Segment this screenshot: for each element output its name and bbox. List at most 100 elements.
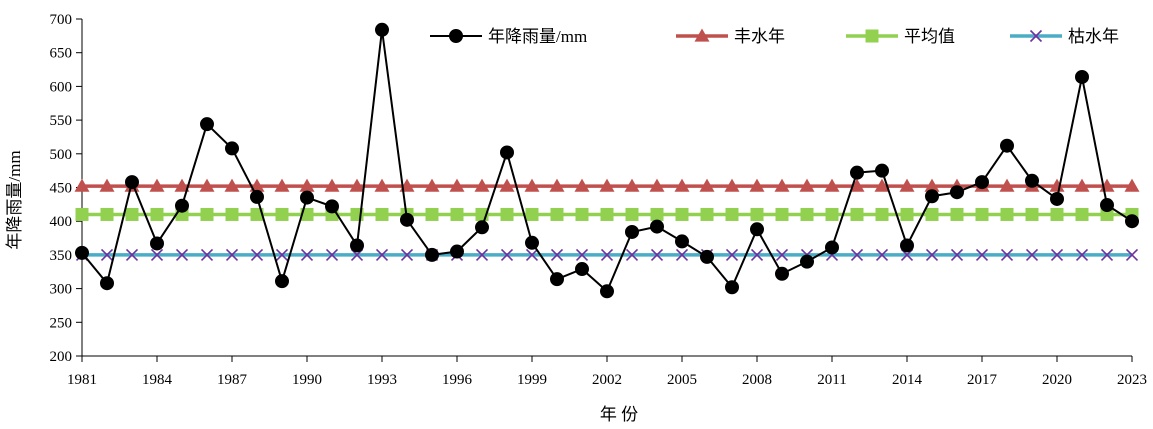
data-point-square — [225, 207, 239, 221]
data-point-x — [1075, 248, 1089, 261]
y-tick-label: 500 — [50, 147, 73, 163]
data-point-x-stroke — [325, 248, 339, 261]
data-point-circle — [375, 22, 389, 37]
legend-marker-x-stroke — [1029, 29, 1043, 43]
data-point-x — [875, 248, 889, 261]
data-point-x-stroke — [625, 248, 639, 261]
data-point-square — [875, 207, 889, 221]
series-square — [75, 207, 1139, 221]
y-tick-label: 700 — [50, 12, 73, 28]
x-tick-label: 2020 — [1042, 372, 1072, 388]
data-point-triangle — [199, 178, 215, 192]
data-point-circle — [75, 245, 89, 260]
legend: 年降雨量/mm 丰水年 平均值 枯水年 — [430, 27, 1119, 46]
data-point-x — [575, 248, 589, 261]
data-point-x — [750, 248, 764, 261]
data-point-x-stroke — [100, 248, 114, 261]
data-point-x-stroke — [725, 248, 739, 261]
data-point-square — [750, 207, 764, 221]
data-point-square — [1050, 207, 1064, 221]
data-point-x-stroke — [1050, 248, 1064, 261]
data-point-circle — [100, 276, 114, 291]
data-point-square — [650, 207, 664, 221]
data-point-triangle — [149, 178, 165, 192]
data-point-circle — [1125, 214, 1139, 229]
legend-item-triangle: 丰水年 — [676, 27, 785, 46]
data-point-x-stroke — [1000, 248, 1014, 261]
data-point-x-stroke — [650, 248, 664, 261]
data-point-triangle — [574, 178, 590, 192]
x-tick-label: 2008 — [742, 372, 772, 388]
data-point-triangle — [724, 178, 740, 192]
x-tick-label: 1981 — [67, 372, 97, 388]
data-point-x — [125, 248, 139, 261]
data-point-triangle — [349, 178, 365, 192]
x-tick-label: 1987 — [217, 372, 248, 388]
data-point-triangle — [274, 178, 290, 192]
series-line-circle — [81, 28, 1133, 293]
series-x — [75, 248, 1139, 261]
x-tick-label: 1984 — [142, 372, 173, 388]
x-tick-label: 1993 — [367, 372, 397, 388]
data-point-triangle — [774, 178, 790, 192]
data-point-circle — [700, 249, 714, 264]
data-point-x-stroke — [500, 248, 514, 261]
data-point-square — [925, 207, 939, 221]
data-point-triangle — [749, 178, 765, 192]
data-point-square — [700, 207, 714, 221]
series-layer — [74, 22, 1140, 299]
x-tick-label: 2014 — [892, 372, 923, 388]
data-point-triangle — [474, 178, 490, 192]
data-point-x-stroke — [375, 248, 389, 261]
data-point-x-stroke — [125, 248, 139, 261]
data-point-x-stroke — [400, 248, 414, 261]
legend-item-circle: 年降雨量/mm — [430, 27, 587, 46]
legend-marker-triangle — [694, 28, 710, 42]
y-ticks: 200 250 300 350 400 450 500 550 600 650 700 — [50, 12, 82, 365]
data-point-circle — [525, 235, 539, 250]
data-point-x — [950, 248, 964, 261]
data-point-square — [525, 207, 539, 221]
data-point-circle — [275, 274, 289, 289]
data-point-square — [775, 207, 789, 221]
data-point-x — [1000, 248, 1014, 261]
data-point-x-stroke — [975, 248, 989, 261]
data-point-x — [775, 248, 789, 261]
data-point-square — [600, 207, 614, 221]
data-point-square — [100, 207, 114, 221]
data-point-x — [275, 248, 289, 261]
series-circle — [75, 22, 1139, 299]
data-point-circle — [775, 266, 789, 281]
data-point-square — [825, 207, 839, 221]
x-tick-label: 2002 — [592, 372, 622, 388]
data-point-circle — [1000, 138, 1014, 153]
y-tick-label: 300 — [50, 282, 73, 298]
data-point-x-stroke — [1100, 248, 1114, 261]
data-point-circle — [425, 247, 439, 262]
data-point-x — [175, 248, 189, 261]
data-point-square — [950, 207, 964, 221]
data-point-square — [575, 207, 589, 221]
data-point-triangle — [449, 178, 465, 192]
data-point-triangle — [499, 178, 515, 192]
data-point-square — [425, 207, 439, 221]
data-point-square — [725, 207, 739, 221]
data-point-x-stroke — [475, 248, 489, 261]
data-point-square — [975, 207, 989, 221]
y-tick-label: 600 — [50, 79, 73, 95]
data-point-triangle — [524, 178, 540, 192]
data-point-circle — [250, 189, 264, 204]
data-point-x-stroke — [600, 248, 614, 261]
data-point-circle — [1050, 191, 1064, 206]
data-point-circle — [550, 272, 564, 287]
data-point-square — [150, 207, 164, 221]
data-point-square — [275, 207, 289, 221]
data-point-circle — [925, 189, 939, 204]
data-point-triangle — [649, 178, 665, 192]
data-point-x — [225, 248, 239, 261]
data-point-square — [450, 207, 464, 221]
data-point-x — [550, 248, 564, 261]
data-point-circle — [650, 219, 664, 234]
data-point-triangle — [874, 178, 890, 192]
